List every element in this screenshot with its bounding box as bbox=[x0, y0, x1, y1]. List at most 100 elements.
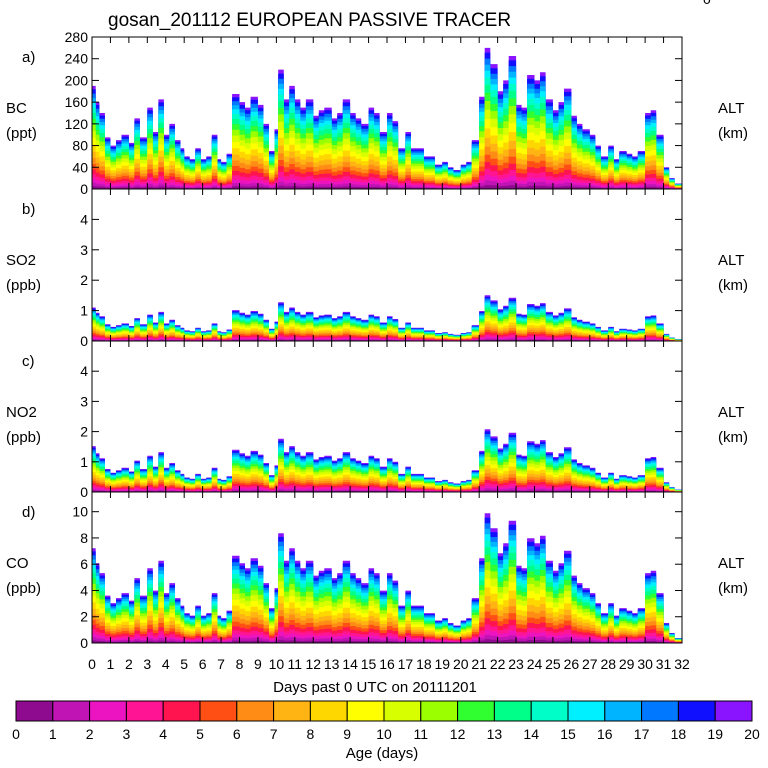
colorbar-swatch bbox=[641, 700, 679, 722]
x-tick-label: 1 bbox=[107, 656, 115, 672]
panel-bc: 0 40 80 120 160 200 240 280 a) BC (ppt) ALT (km) bbox=[6, 29, 748, 197]
panels: 04080120160200240280a)BC(ppt)ALT(km)0123… bbox=[6, 29, 748, 651]
x-tick-label: 24 bbox=[527, 656, 543, 672]
right-axis-units: (km) bbox=[718, 429, 748, 446]
y-axis-units: (ppb) bbox=[6, 580, 41, 597]
colorbar-tick-label: 2 bbox=[86, 726, 94, 742]
y-tick-label: 2 bbox=[80, 609, 88, 625]
colorbar-swatch bbox=[15, 700, 54, 722]
y-tick-label: 240 bbox=[65, 51, 89, 67]
colorbar-tick-label: 3 bbox=[123, 726, 131, 742]
colorbar-tick-label: 11 bbox=[414, 726, 429, 742]
y-tick-label: 280 bbox=[65, 29, 89, 45]
x-tick-label: 14 bbox=[342, 656, 358, 672]
y-tick-label: 6 bbox=[80, 556, 88, 572]
colorbar-tick-label: 5 bbox=[196, 726, 204, 742]
x-tick-label: 3 bbox=[143, 656, 151, 672]
colorbar-swatch bbox=[199, 700, 238, 722]
x-tick-label: 31 bbox=[656, 656, 672, 672]
x-tick-label: 18 bbox=[416, 656, 432, 672]
colorbar-tick-label: 4 bbox=[159, 726, 167, 742]
y-tick-label: 1 bbox=[80, 454, 88, 470]
colorbar-swatch bbox=[677, 700, 716, 722]
y-tick-label: 0 bbox=[80, 635, 88, 651]
colorbar-swatch bbox=[309, 700, 348, 722]
colorbar-tick-label: 9 bbox=[343, 726, 351, 742]
colorbar-tick-label: 0 bbox=[12, 726, 20, 742]
panel-letter: d) bbox=[22, 504, 35, 521]
colorbar-swatch bbox=[567, 700, 606, 722]
x-tick-label: 2 bbox=[125, 656, 133, 672]
right-axis-label: ALT bbox=[718, 100, 744, 117]
colorbar-swatch bbox=[383, 700, 422, 722]
colorbar-swatch bbox=[346, 700, 385, 722]
x-tick-label: 4 bbox=[162, 656, 170, 672]
x-tick-label: 13 bbox=[324, 656, 340, 672]
right-axis-label: ALT bbox=[718, 404, 744, 421]
x-tick-label: 22 bbox=[490, 656, 506, 672]
y-tick-label: 4 bbox=[80, 582, 88, 598]
y-axis-label: SO2 bbox=[6, 252, 36, 269]
panel-co: 0 2 4 6 8 10 d) CO (ppb) ALT (km) bbox=[6, 491, 748, 651]
x-tick-label: 10 bbox=[269, 656, 285, 672]
x-tick-label: 19 bbox=[435, 656, 451, 672]
corner-mark: 0 bbox=[703, 0, 711, 7]
y-tick-label: 3 bbox=[80, 393, 88, 409]
colorbar: 0 1 2 3 4 5 6 7 8 9 10 11 12 13 14 15 16 17 18 19 20 bbox=[12, 700, 760, 742]
y-tick-label: 0 bbox=[80, 333, 88, 349]
colorbar-tick-label: 19 bbox=[707, 726, 723, 742]
x-tick-label: 6 bbox=[199, 656, 207, 672]
colorbar-label: Age (days) bbox=[346, 745, 419, 762]
colorbar-tick-label: 12 bbox=[450, 726, 466, 742]
x-tick-label: 23 bbox=[508, 656, 524, 672]
colorbar-swatch bbox=[273, 700, 311, 722]
x-tick-label: 28 bbox=[600, 656, 616, 672]
x-tick-label: 5 bbox=[180, 656, 188, 672]
colorbar-tick-label: 15 bbox=[560, 726, 576, 742]
x-tick-label: 11 bbox=[288, 656, 303, 672]
panel-letter: a) bbox=[22, 49, 35, 66]
x-tick-label: 16 bbox=[379, 656, 395, 672]
x-tick-label: 26 bbox=[564, 656, 580, 672]
y-tick-label: 40 bbox=[72, 159, 88, 175]
colorbar-swatch bbox=[125, 700, 164, 722]
colorbar-swatch bbox=[89, 700, 127, 722]
colorbar-swatch bbox=[162, 700, 201, 722]
x-tick-label: 27 bbox=[582, 656, 598, 672]
y-tick-label: 4 bbox=[80, 211, 88, 227]
panel-letter: b) bbox=[22, 201, 35, 218]
x-tick-label: 20 bbox=[453, 656, 469, 672]
y-tick-label: 200 bbox=[65, 72, 89, 88]
right-axis-label: ALT bbox=[718, 555, 744, 572]
x-tick-label: 25 bbox=[545, 656, 561, 672]
x-axis-label: Days past 0 UTC on 20111201 bbox=[273, 679, 477, 696]
y-tick-label: 2 bbox=[80, 424, 88, 440]
right-axis-units: (km) bbox=[718, 125, 748, 142]
right-axis-units: (km) bbox=[718, 580, 748, 597]
colorbar-tick-label: 1 bbox=[49, 726, 57, 742]
y-tick-label: 0 bbox=[80, 484, 88, 500]
y-axis-units: (ppb) bbox=[6, 277, 41, 294]
x-tick-label: 7 bbox=[217, 656, 225, 672]
colorbar-tick-label: 13 bbox=[487, 726, 503, 742]
colorbar-tick-label: 16 bbox=[597, 726, 613, 742]
x-tick-label: 8 bbox=[236, 656, 244, 672]
x-axis: 0 1 2 3 4 5 6 7 8 9 10 11 12 13 14 15 16 17 18 19 20 21 22 23 24… bbox=[88, 656, 690, 672]
x-tick-label: 32 bbox=[674, 656, 690, 672]
y-tick-label: 2 bbox=[80, 272, 88, 288]
colorbar-swatch bbox=[493, 700, 532, 722]
colorbar-tick-label: 18 bbox=[671, 726, 687, 742]
y-tick-label: 1 bbox=[80, 303, 88, 319]
colorbar-swatch bbox=[457, 700, 495, 722]
y-tick-label: 80 bbox=[72, 138, 88, 154]
colorbar-swatch bbox=[236, 700, 275, 722]
y-tick-label: 10 bbox=[72, 504, 88, 520]
y-axis-label: BC bbox=[6, 100, 27, 117]
colorbar-swatch bbox=[530, 700, 569, 722]
colorbar-tick-label: 7 bbox=[270, 726, 278, 742]
x-tick-label: 0 bbox=[88, 656, 96, 672]
right-axis-label: ALT bbox=[718, 252, 744, 269]
colorbar-swatch bbox=[604, 700, 643, 722]
y-tick-label: 120 bbox=[65, 116, 89, 132]
x-tick-label: 29 bbox=[619, 656, 635, 672]
